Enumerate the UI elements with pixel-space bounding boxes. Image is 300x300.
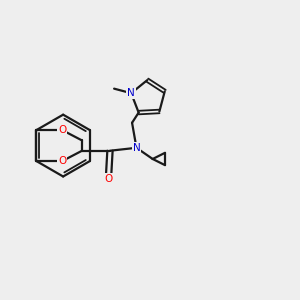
Text: N: N (127, 88, 135, 98)
Text: N: N (133, 143, 140, 153)
Text: O: O (58, 156, 66, 166)
Text: O: O (58, 125, 66, 135)
Text: O: O (104, 174, 112, 184)
